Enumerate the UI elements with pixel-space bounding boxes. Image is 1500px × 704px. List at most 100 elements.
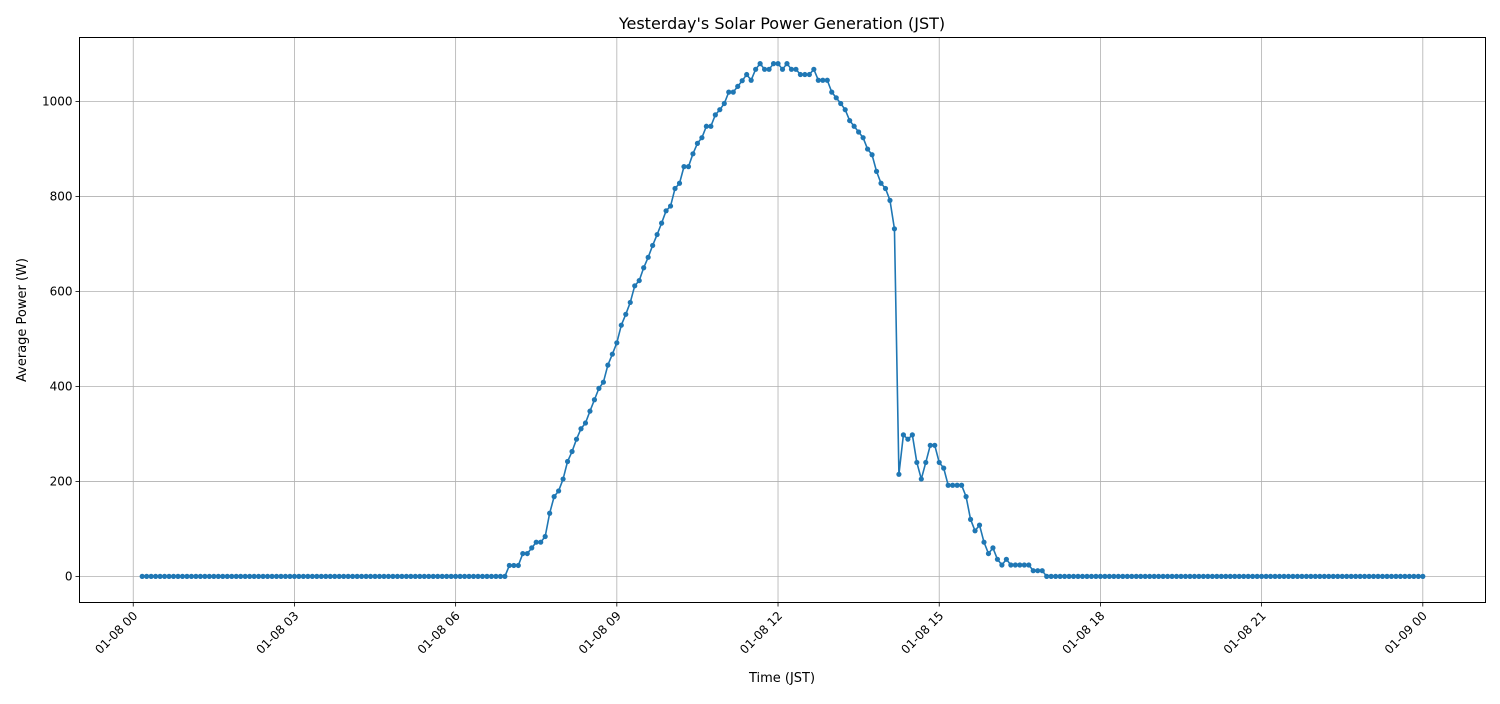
data-point [497, 573, 504, 579]
data-point [551, 494, 557, 500]
plot-area-frame [79, 37, 1486, 603]
data-point [273, 573, 280, 579]
data-point [435, 573, 441, 579]
data-point [672, 185, 678, 192]
data-point [1142, 573, 1148, 579]
data-point [1039, 568, 1045, 574]
y-tick-label: 400 [50, 379, 73, 393]
data-point [238, 573, 244, 579]
data-point [945, 482, 951, 488]
data-point [1187, 573, 1193, 579]
data-point [820, 77, 826, 83]
data-point [408, 573, 414, 579]
data-point [1245, 573, 1251, 579]
data-point [605, 362, 611, 368]
data-point [376, 573, 383, 579]
data-point [1173, 573, 1180, 579]
data-point [350, 573, 356, 579]
data-point [1420, 573, 1426, 579]
data-point [663, 208, 669, 214]
data-point [950, 482, 956, 488]
data-point [269, 573, 275, 579]
data-point [1241, 573, 1247, 579]
data-point [1012, 562, 1018, 568]
data-point [882, 185, 889, 192]
data-point [1093, 573, 1099, 579]
data-point [1053, 573, 1059, 579]
data-point [309, 573, 315, 579]
data-point [650, 242, 656, 249]
data-point [864, 146, 871, 152]
x-axis-ticks: 01-08 00 01-08 03 01-08 06 01-08 09 01-08 12… [92, 602, 1430, 657]
data-point [323, 573, 329, 579]
data-point [358, 573, 365, 579]
data-point [426, 573, 432, 579]
data-point [1030, 568, 1036, 574]
data-point [1102, 573, 1108, 579]
data-point [1362, 573, 1368, 579]
data-point [1366, 573, 1372, 579]
data-point [1151, 573, 1157, 579]
data-point [833, 95, 839, 101]
data-point [148, 573, 154, 579]
data-point [923, 459, 929, 466]
data-point [641, 265, 647, 271]
data-point [824, 77, 830, 83]
data-point [332, 573, 338, 579]
data-point [914, 459, 920, 466]
data-point [976, 522, 983, 528]
data-point [502, 573, 508, 579]
data-point [229, 573, 235, 579]
data-point [390, 573, 396, 579]
data-point [1120, 573, 1126, 579]
data-point [878, 180, 884, 186]
data-point [560, 476, 566, 482]
data-point [569, 448, 575, 455]
data-point [708, 123, 714, 129]
data-point [726, 89, 732, 95]
data-point [542, 533, 548, 540]
data-point [1384, 573, 1390, 579]
data-point [578, 426, 584, 432]
data-point [1402, 573, 1408, 579]
data-point [1406, 573, 1412, 579]
data-point [1088, 573, 1095, 579]
data-point [609, 351, 615, 357]
data-series [139, 61, 1426, 579]
data-point [399, 573, 405, 579]
data-point [699, 135, 705, 141]
data-point [927, 442, 933, 448]
data-point [1106, 573, 1112, 579]
data-point [1339, 573, 1345, 579]
y-axis-ticks: 0 200 400 600 800 1000 [42, 95, 80, 583]
data-point [197, 573, 203, 579]
x-tick-label: 01-08 00 [92, 609, 140, 657]
data-point [242, 573, 248, 579]
data-point [367, 573, 374, 579]
data-point [972, 528, 978, 534]
data-point [891, 226, 898, 232]
data-point [1370, 573, 1377, 579]
y-tick-label: 600 [50, 285, 73, 299]
data-point [1070, 573, 1077, 579]
data-point [676, 180, 683, 186]
data-point [453, 573, 459, 579]
data-point [1415, 573, 1421, 579]
data-point [179, 573, 186, 579]
data-point [847, 117, 853, 124]
data-point [444, 573, 450, 579]
series-line [142, 62, 1423, 578]
x-tick-label: 01-08 09 [576, 609, 624, 657]
data-point [1317, 573, 1323, 579]
data-point [690, 151, 696, 157]
data-point [1057, 573, 1063, 579]
data-point [1236, 573, 1242, 579]
data-point [175, 573, 181, 579]
data-point [869, 152, 875, 158]
data-point [712, 112, 718, 118]
data-point [730, 89, 736, 95]
data-point [1182, 573, 1189, 579]
data-point [1357, 573, 1363, 579]
data-point [627, 299, 633, 306]
